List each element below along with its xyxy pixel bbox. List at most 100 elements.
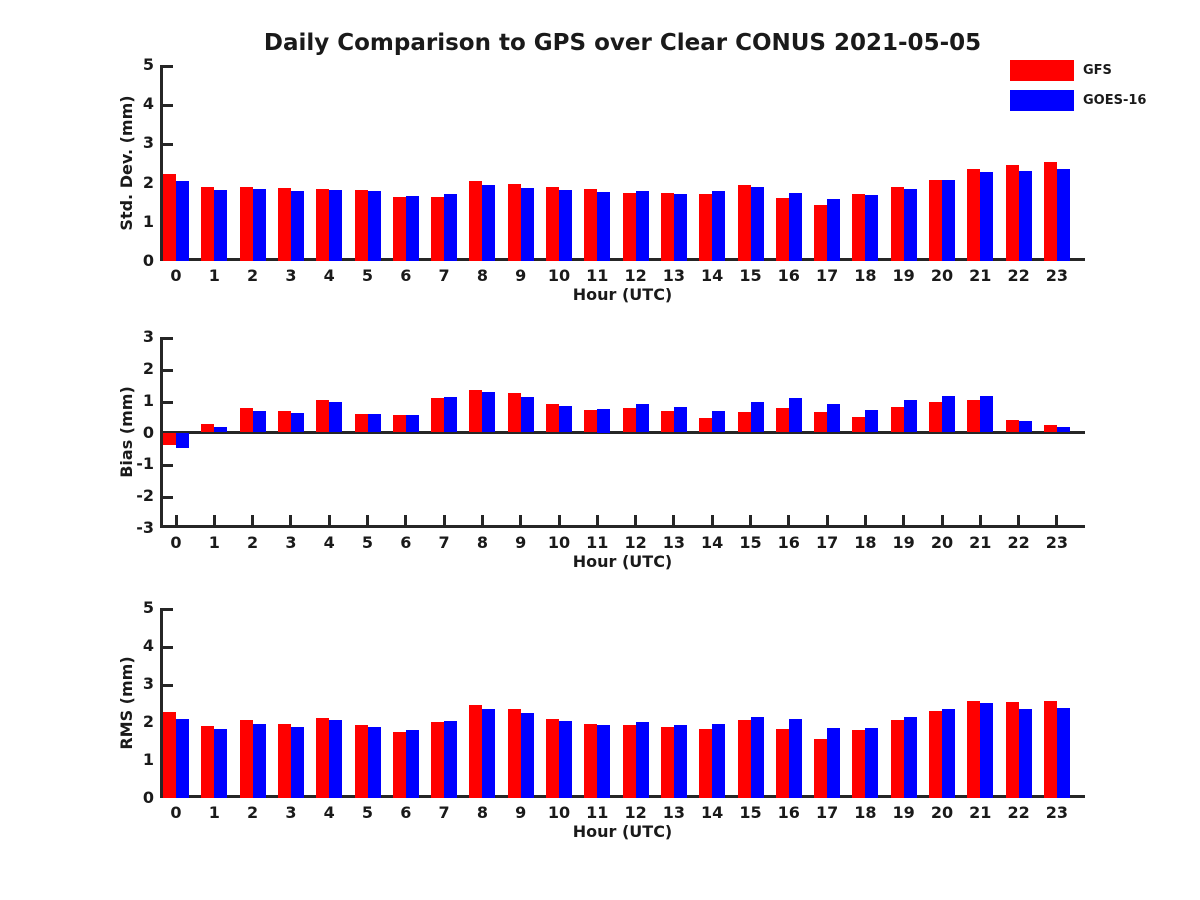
x-tick-label: 6 [400,803,412,822]
bar-gfs-hour-18 [852,416,866,433]
x-tick-label: 5 [361,803,374,822]
bar-gfs-hour-15 [737,412,751,433]
y-tick-label: 2 [142,712,154,731]
bar-gfs-hour-20 [929,711,942,798]
x-tick-label: 13 [662,533,686,552]
x-tick-label: 9 [515,266,527,285]
bar-gfs-hour-21 [967,399,981,433]
bar-goes16-hour-18 [865,194,879,261]
bar-gfs-hour-6 [392,196,406,261]
x-tick-label: 17 [815,803,839,822]
x-tick-label: 10 [547,803,571,822]
bar-gfs-hour-22 [1005,420,1019,433]
legend-item-gfs: GFS [1010,60,1146,81]
bar-goes16-hour-0 [176,432,189,448]
bar-goes16-hour-5 [367,191,381,261]
bar-gfs-hour-11 [584,723,598,798]
y-tick-label: 5 [142,55,154,74]
bar-gfs-hour-1 [201,187,215,261]
x-tick-label: 1 [208,803,220,822]
bar-gfs-hour-5 [354,414,368,433]
bar-goes16-hour-18 [865,728,879,798]
bar-goes16-hour-12 [635,722,649,798]
x-tick-label: 21 [969,803,992,822]
bar-gfs-hour-7 [431,722,445,798]
bar-gfs-hour-4 [316,400,330,433]
bar-gfs-hour-19 [890,720,904,798]
bar-goes16-hour-10 [559,189,572,261]
bar-gfs-hour-3 [277,188,291,261]
bar-gfs-hour-7 [431,196,445,261]
y-tick-label: 3 [142,327,154,346]
x-tick-label: 14 [701,803,724,822]
bar-goes16-hour-9 [520,396,534,433]
bar-goes16-hour-11 [597,724,611,798]
x-tick-label: 21 [969,533,992,552]
x-tick-label: 9 [515,533,527,552]
x-tick [978,515,982,525]
bar-gfs-hour-0 [163,173,176,261]
x-tick-label: 20 [930,266,954,285]
zero-line [160,431,1085,434]
y-tick-label: 0 [142,251,154,270]
y-tick-label: 2 [142,358,154,378]
x-tick-label: 8 [476,266,488,285]
bar-gfs-hour-22 [1005,702,1019,798]
bar-goes16-hour-6 [405,414,419,433]
bar-goes16-hour-10 [559,720,572,798]
x-tick [825,515,829,525]
bar-gfs-hour-21 [967,700,981,798]
bar-goes16-hour-1 [214,190,228,261]
y-tick [163,65,173,68]
bar-gfs-hour-16 [775,408,789,433]
legend-item-goes16: GOES-16 [1010,90,1146,111]
x-tick-label: 6 [400,533,412,552]
bar-gfs-hour-13 [660,410,674,433]
bar-goes16-hour-11 [597,408,611,433]
bar-goes16-hour-1 [214,728,228,798]
bar-gfs-hour-10 [546,404,559,433]
x-tick-label: 22 [1007,266,1030,285]
x-tick-label: 14 [701,533,724,552]
bar-gfs-hour-23 [1043,161,1057,261]
y-tick-label: -1 [136,454,154,474]
bar-goes16-hour-10 [559,406,572,433]
x-axis-label-stddev: Hour (UTC) [572,285,673,304]
gfs-color-swatch [1010,60,1074,81]
x-tick-label: 20 [930,803,954,822]
y-axis-label-stddev: Std. Dev. (mm) [117,95,136,231]
bar-gfs-hour-1 [201,423,215,433]
bar-gfs-hour-11 [584,189,598,261]
bar-goes16-hour-8 [482,709,496,798]
y-tick-label: -2 [136,486,154,506]
x-tick-label: 4 [323,533,335,552]
bar-goes16-hour-23 [1056,707,1070,798]
y-tick [163,608,173,611]
bar-gfs-hour-19 [890,406,904,433]
x-tick-label: 12 [624,266,647,285]
bar-gfs-hour-4 [316,718,330,798]
y-tick [163,143,173,147]
bar-goes16-hour-13 [673,193,687,261]
y-tick [163,104,173,108]
bar-goes16-hour-3 [290,726,304,798]
bar-goes16-hour-9 [520,713,534,798]
x-tick [519,515,523,525]
bar-gfs-hour-15 [737,719,751,798]
bar-gfs-hour-18 [852,730,866,798]
x-axis-label-rms: Hour (UTC) [572,822,673,841]
y-tick-label: 1 [142,211,154,231]
x-tick-label: 15 [739,803,762,822]
x-tick-label: 6 [400,266,412,285]
x-tick-label: 12 [624,803,647,822]
bar-goes16-hour-4 [329,401,343,433]
x-tick-label: 7 [438,803,450,822]
bar-goes16-hour-22 [1018,421,1032,433]
x-tick-label: 22 [1007,803,1030,822]
x-tick [174,515,178,525]
y-tick-label: 0 [142,788,154,807]
bar-gfs-hour-15 [737,184,751,261]
y-tick-label: 4 [142,94,154,114]
bar-gfs-hour-8 [469,389,483,433]
